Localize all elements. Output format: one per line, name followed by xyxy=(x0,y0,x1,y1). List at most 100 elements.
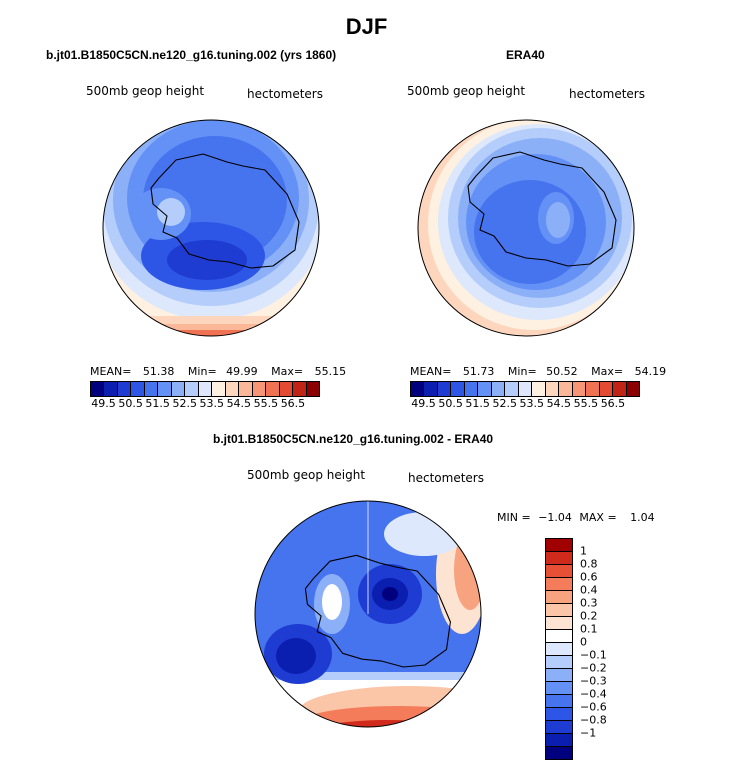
colorbar-tick-label: −0.1 xyxy=(580,648,607,662)
right-min-label: Min= xyxy=(507,365,537,378)
colorbar-tick-label: 53.5 xyxy=(199,397,225,410)
left-mean-value: 51.38 xyxy=(142,365,175,378)
right-max-label: Max= xyxy=(591,365,624,378)
colorbar-tick-label: 0.4 xyxy=(580,583,598,597)
diff-colorbar-labels: 1 0.8 0.6 0.4 0.3 0.2 0.1 0 −0.1 −0.2 −0.3 −0.4 −0.6… xyxy=(580,538,620,740)
colorbar-swatch xyxy=(491,382,506,396)
right-map xyxy=(408,110,644,346)
colorbar-tick-label: 0.8 xyxy=(580,557,598,571)
left-max-value: 55.15 xyxy=(314,365,347,378)
diff-colorbar-swatches xyxy=(545,538,573,760)
colorbar-swatch xyxy=(171,382,186,396)
colorbar-swatch xyxy=(225,382,240,396)
colorbar-swatch xyxy=(252,382,267,396)
contour-band xyxy=(308,720,468,727)
colorbar-swatch xyxy=(546,552,572,565)
left-units-label: hectometers xyxy=(247,87,323,101)
colorbar-tick-label: −0.3 xyxy=(580,674,607,688)
contour-band xyxy=(382,587,398,601)
antarctica-coastline xyxy=(150,153,300,269)
colorbar-swatch xyxy=(559,382,573,396)
colorbar-swatch xyxy=(546,604,572,617)
colorbar-swatch xyxy=(464,382,479,396)
diff-polar-map-svg xyxy=(254,500,482,728)
diff-panel-title: b.jt01.B1850C5CN.ne120_g16.tuning.002 - … xyxy=(213,432,494,446)
left-panel-title: b.jt01.B1850C5CN.ne120_g16.tuning.002 (y… xyxy=(46,48,337,62)
colorbar-tick-label: 54.5 xyxy=(546,397,572,410)
colorbar-tick-label: 49.5 xyxy=(91,397,116,410)
left-colorbar-swatches xyxy=(90,381,320,397)
colorbar-swatch xyxy=(546,721,572,734)
left-colorbar: 49.5 50.5 51.5 52.5 53.5 54.5 55.5 56.5 xyxy=(90,381,320,411)
map-boundary xyxy=(417,119,635,337)
colorbar-tick-label: 56.5 xyxy=(600,397,626,410)
left-min-value: 49.99 xyxy=(226,365,258,378)
colorbar-swatch xyxy=(572,382,587,396)
colorbar-tick-label: 51.5 xyxy=(145,397,170,410)
colorbar-tick-label: −0.6 xyxy=(580,700,607,714)
diff-min-label: MIN = xyxy=(497,511,531,524)
colorbar-tick-label: 50.5 xyxy=(438,397,463,410)
map-fill xyxy=(418,120,634,336)
antarctica-coastline xyxy=(467,151,617,267)
right-mean-value: 51.73 xyxy=(462,365,495,378)
colorbar-swatch xyxy=(546,682,572,695)
colorbar-tick-label: 56.5 xyxy=(280,397,306,410)
left-polar-map-svg xyxy=(102,119,320,337)
map-fill xyxy=(255,501,481,727)
right-polar-map-svg xyxy=(417,119,635,337)
colorbar-swatch xyxy=(546,708,572,721)
figure-title: DJF xyxy=(345,14,388,39)
diff-units-label: hectometers xyxy=(408,471,484,485)
colorbar-tick-label: 0.6 xyxy=(580,570,598,584)
colorbar-swatch xyxy=(546,656,572,669)
diff-variable-label: 500mb geop height xyxy=(247,468,366,482)
colorbar-tick-label: 50.5 xyxy=(118,397,143,410)
colorbar-swatch xyxy=(451,382,465,396)
contour-band xyxy=(167,240,247,280)
colorbar-swatch xyxy=(131,382,145,396)
colorbar-swatch xyxy=(478,382,492,396)
colorbar-tick-label: −1 xyxy=(580,726,597,740)
colorbar-tick-label: 0 xyxy=(580,635,587,649)
map-boundary xyxy=(102,119,320,337)
colorbar-tick-label: 55.5 xyxy=(253,397,279,410)
colorbar-tick-label: 1 xyxy=(580,544,587,558)
colorbar-swatch xyxy=(158,382,172,396)
diff-max-value: 1.04 xyxy=(630,511,655,524)
colorbar-swatch xyxy=(144,382,159,396)
diff-map xyxy=(253,496,483,732)
colorbar-swatch xyxy=(613,382,627,396)
colorbar-swatch xyxy=(104,382,118,396)
antarctica-coastline xyxy=(304,554,451,668)
colorbar-swatch xyxy=(91,382,105,396)
colorbar-tick-label: 49.5 xyxy=(411,397,436,410)
colorbar-tick-label: −0.8 xyxy=(580,713,607,727)
contour-band xyxy=(276,638,316,674)
colorbar-swatch xyxy=(546,695,572,708)
colorbar-swatch xyxy=(586,382,600,396)
contour-band xyxy=(384,512,464,556)
diff-colorbar xyxy=(545,538,573,760)
right-panel-title: ERA40 xyxy=(506,48,545,62)
right-units-label: hectometers xyxy=(569,87,645,101)
colorbar-swatch xyxy=(293,382,307,396)
contour-band xyxy=(322,584,342,620)
colorbar-swatch xyxy=(198,382,213,396)
diff-max-label: MAX = xyxy=(579,511,617,524)
colorbar-swatch xyxy=(546,734,572,747)
right-min-value: 50.52 xyxy=(546,365,578,378)
colorbar-swatch xyxy=(437,382,452,396)
diff-min-value: −1.04 xyxy=(538,511,572,524)
colorbar-swatch xyxy=(546,643,572,656)
colorbar-swatch xyxy=(546,591,572,604)
colorbar-tick-label: 0.3 xyxy=(580,596,598,610)
colorbar-swatch xyxy=(626,382,639,396)
left-mean-label: MEAN= xyxy=(90,365,132,378)
colorbar-swatch xyxy=(266,382,280,396)
right-max-value: 54.19 xyxy=(634,365,667,378)
colorbar-tick-label: 55.5 xyxy=(573,397,599,410)
right-variable-label: 500mb geop height xyxy=(407,84,526,98)
right-mean-label: MEAN= xyxy=(410,365,452,378)
colorbar-swatch xyxy=(599,382,614,396)
